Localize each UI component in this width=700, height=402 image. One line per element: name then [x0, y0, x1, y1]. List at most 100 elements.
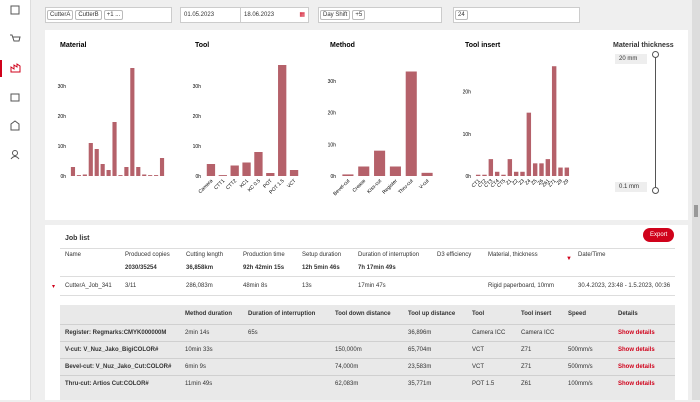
detail-header: Tool down distance — [335, 311, 391, 317]
bar — [526, 112, 532, 176]
scrollbar[interactable] — [692, 0, 700, 400]
detail-cell: 65,704m — [408, 347, 432, 353]
detail-cell: 36,896m — [408, 330, 432, 336]
detail-cell: 23,583m — [408, 364, 432, 370]
job-cell: 286,083m — [186, 283, 213, 289]
y-tick-label: 0h — [465, 174, 471, 180]
show-details-link[interactable]: Show details — [618, 381, 655, 387]
bar — [507, 159, 513, 176]
x-tick-label: Z9 — [562, 178, 571, 187]
x-tick-label: Z6 — [537, 178, 546, 187]
x-tick-label: Thru-cut — [397, 178, 415, 196]
bar — [142, 174, 147, 176]
x-tick-label: CTT1 — [213, 178, 226, 191]
bar — [494, 171, 500, 176]
icon[interactable] — [10, 34, 21, 42]
bar — [266, 173, 275, 176]
y-tick-label: 10h — [328, 142, 337, 148]
bar — [342, 174, 354, 176]
row-line — [60, 276, 675, 277]
filter-chip[interactable]: +1 ... — [103, 10, 124, 20]
detail-header: Tool up distance — [408, 311, 456, 317]
filter-chip[interactable]: CutterA — [47, 10, 74, 20]
bar — [76, 175, 81, 176]
detail-row-line — [60, 324, 675, 325]
y-tick-label: 10h — [463, 132, 472, 138]
bar — [118, 175, 123, 176]
bar — [358, 166, 370, 176]
y-tick-label: 20h — [193, 114, 202, 120]
show-details-link[interactable]: Show details — [618, 330, 655, 336]
filter-chip[interactable]: Day Shift — [320, 10, 351, 20]
detail-cell: V-cut: V_Nuz_Jako_BigiCOLOR# — [65, 347, 159, 353]
bar — [501, 174, 506, 176]
bar — [112, 122, 117, 176]
detail-cell: Z61 — [521, 381, 532, 387]
x-tick-label: Z3 — [518, 178, 527, 187]
column-header: Cutting length — [186, 252, 224, 258]
detail-cell: POT 1.5 — [472, 381, 495, 387]
icon[interactable] — [10, 93, 20, 102]
detail-header: Tool insert — [521, 311, 552, 317]
hours-filter[interactable]: 24 — [453, 7, 580, 23]
icon[interactable] — [12, 150, 18, 156]
detail-header: Details — [618, 311, 638, 317]
slider-handle[interactable] — [652, 187, 659, 194]
sidebar — [0, 0, 31, 400]
icon[interactable] — [10, 63, 21, 73]
detail-cell: 2min 14s — [185, 330, 210, 336]
bar — [70, 167, 76, 176]
bar — [148, 175, 153, 176]
detail-cell: 35,771m — [408, 381, 432, 387]
detail-cell: VCT — [472, 364, 484, 370]
show-details-link[interactable]: Show details — [618, 347, 655, 353]
job-cell: 3/11 — [125, 283, 137, 289]
filter-chip[interactable]: CutterB — [75, 10, 102, 20]
bar — [130, 68, 135, 176]
bar — [289, 170, 299, 176]
x-tick-label: V-cut — [418, 178, 431, 191]
bar — [405, 71, 417, 176]
filter-chip[interactable]: 24 — [455, 10, 468, 20]
icon[interactable] — [10, 5, 20, 15]
x-tick-label: Kiss-cut — [366, 178, 383, 195]
y-tick-label: 10h — [193, 144, 202, 150]
x-tick-label: Camera — [198, 178, 215, 195]
bar — [82, 174, 87, 176]
show-details-link[interactable]: Show details — [618, 364, 655, 370]
x-tick-label: Crease — [352, 178, 368, 194]
slider-max: 20 mm — [615, 54, 647, 64]
detail-cell: 11min 49s — [185, 381, 213, 387]
icon[interactable] — [10, 156, 20, 160]
y-tick-label: 20h — [328, 111, 337, 117]
bar — [218, 175, 227, 176]
x-tick-label: POT — [262, 178, 274, 190]
x-tick-label: KC 0.5 — [247, 178, 262, 193]
detail-row-line — [60, 358, 675, 359]
sidebar-icons — [0, 5, 21, 160]
bar — [159, 158, 165, 176]
row-line — [60, 295, 675, 296]
x-tick-label: CT1 — [471, 178, 482, 189]
bar — [421, 172, 433, 176]
detail-cell: Register: Regmarks:CMYK000000M — [65, 330, 167, 336]
slider-handle[interactable] — [652, 51, 659, 58]
shift-filter[interactable]: Day Shift +5 — [318, 7, 442, 23]
filter-chip[interactable]: +5 — [352, 10, 366, 20]
detail-panel — [60, 305, 675, 400]
summary-cell: 7h 17min 49s — [358, 265, 396, 271]
job-list-title: Job list — [65, 235, 90, 242]
date-to[interactable]: 18.06.2023 ▦ — [240, 7, 309, 23]
summary-cell: 36,858km — [186, 265, 214, 271]
bar — [254, 152, 263, 176]
column-header: Name — [65, 252, 82, 258]
machine-filter[interactable]: CutterA CutterB +1 ... — [45, 7, 172, 23]
slider-title: Material thickness — [613, 42, 674, 49]
bar — [532, 163, 538, 176]
icon[interactable] — [10, 120, 20, 131]
detail-header: Tool — [472, 311, 485, 317]
slider-track[interactable] — [655, 55, 656, 190]
export-button[interactable]: Export — [643, 228, 675, 242]
x-tick-label: KC1 — [239, 178, 250, 189]
job-cell: 48min 8s — [243, 283, 268, 289]
